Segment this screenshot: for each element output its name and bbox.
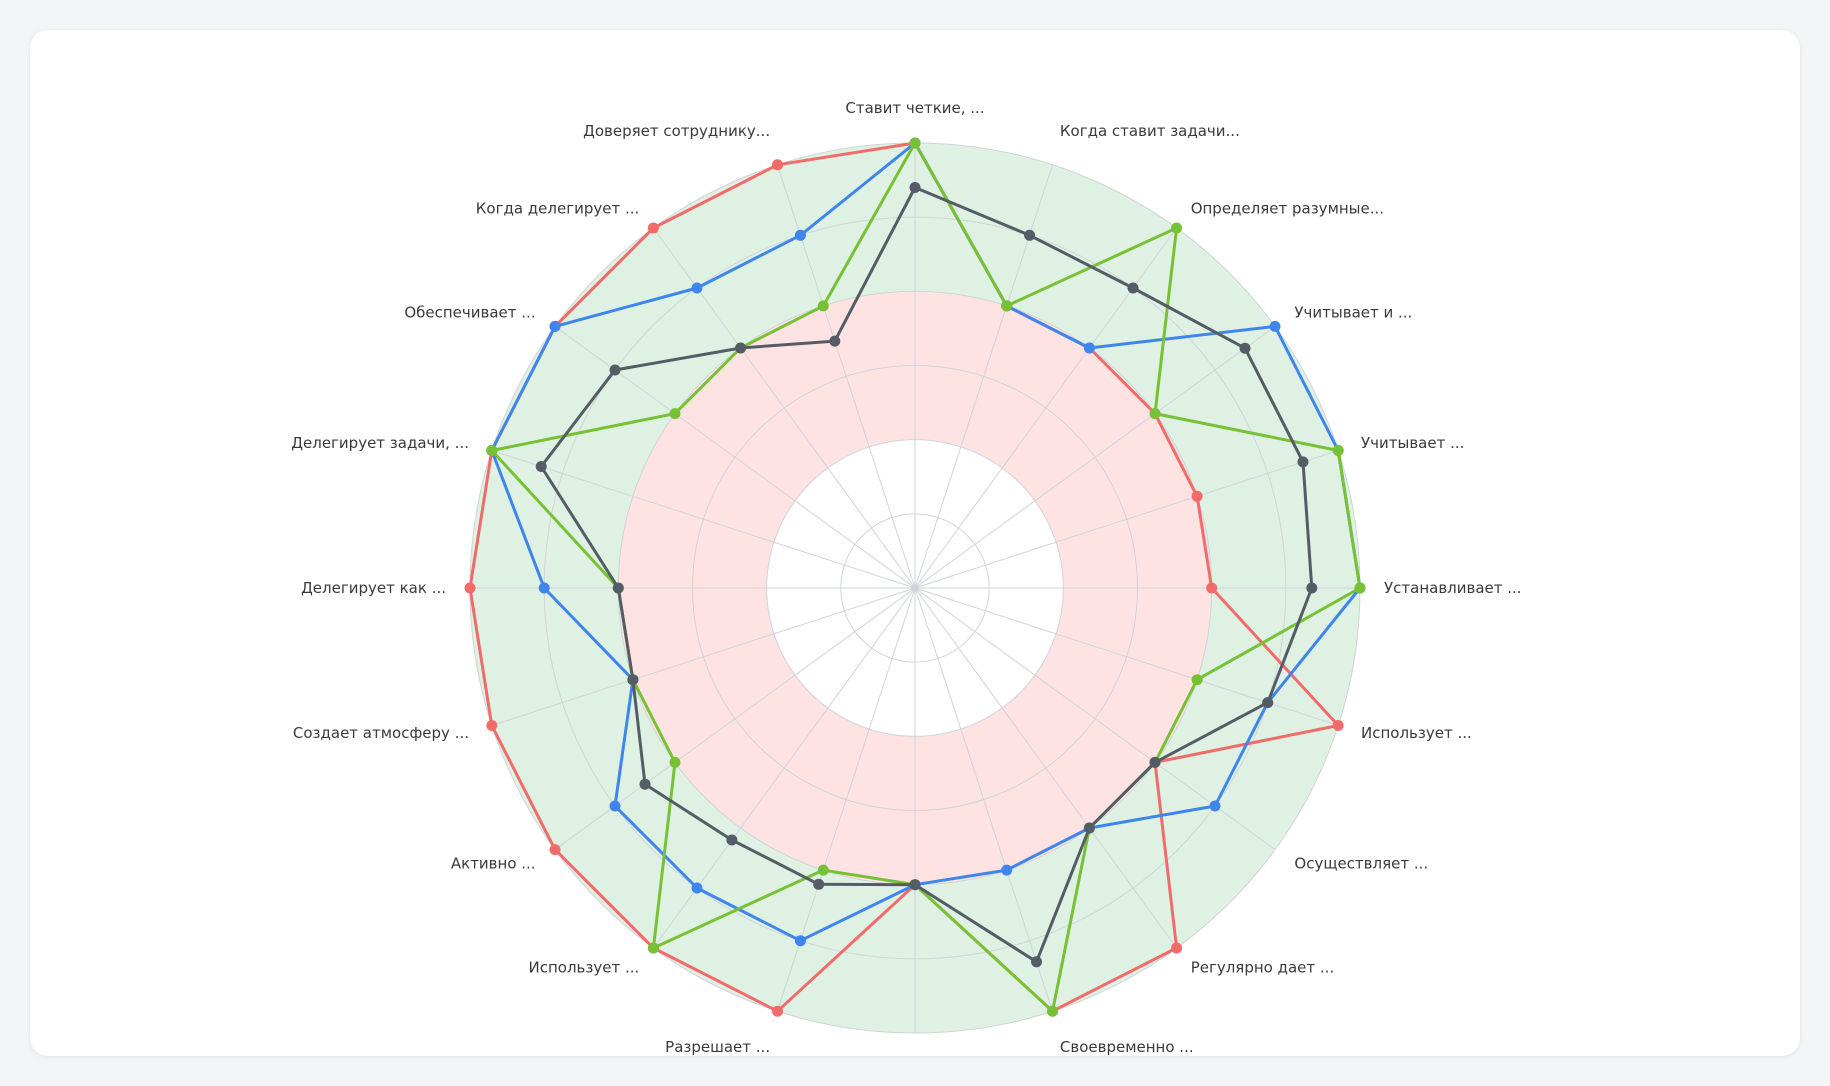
- series-point[interactable]: [538, 582, 550, 594]
- series-point[interactable]: [669, 756, 681, 768]
- series-point[interactable]: [1191, 490, 1203, 502]
- series-point[interactable]: [1297, 456, 1309, 468]
- series-point[interactable]: [1191, 674, 1203, 686]
- grid-spoke: [491, 587, 916, 726]
- axis-label: Когда делегирует ...: [476, 200, 640, 218]
- series-point[interactable]: [1031, 956, 1042, 968]
- series-point[interactable]: [829, 335, 841, 347]
- series-3: [535, 182, 1318, 968]
- series-point[interactable]: [909, 879, 921, 891]
- series-point[interactable]: [464, 582, 476, 594]
- grid-spoke: [914, 326, 1276, 589]
- radar-chart: Ставит четкие, ... Когда ставит задачи...…: [291, 99, 1521, 1056]
- series-point[interactable]: [817, 864, 829, 876]
- series-point[interactable]: [1001, 300, 1013, 312]
- series-point[interactable]: [817, 300, 829, 312]
- series-point[interactable]: [647, 942, 659, 954]
- series-point[interactable]: [627, 674, 639, 686]
- series-point[interactable]: [1149, 756, 1161, 768]
- grid-spoke: [491, 450, 916, 589]
- series-point[interactable]: [639, 778, 651, 790]
- axis-label: Разрешает ...: [665, 1038, 770, 1056]
- series-point[interactable]: [1083, 822, 1095, 834]
- series-point[interactable]: [549, 844, 561, 856]
- axis-label: Доверяет сотруднику...: [583, 122, 770, 140]
- series-point[interactable]: [549, 320, 561, 332]
- series-point[interactable]: [486, 720, 498, 731]
- series-point[interactable]: [691, 282, 703, 294]
- grid-spoke: [914, 587, 1177, 949]
- series-point[interactable]: [794, 935, 806, 947]
- series-point[interactable]: [1149, 408, 1161, 420]
- axis-label: Использует ...: [1361, 724, 1472, 742]
- axis-label: Когда ставит задачи...: [1060, 122, 1240, 140]
- series-point[interactable]: [1354, 582, 1366, 594]
- series-point[interactable]: [612, 582, 624, 594]
- series-point[interactable]: [1001, 864, 1013, 876]
- series-point[interactable]: [1127, 282, 1139, 294]
- series-point[interactable]: [609, 364, 621, 376]
- axis-label: Обеспечивает ...: [404, 303, 535, 321]
- series-point[interactable]: [735, 342, 747, 354]
- series-point[interactable]: [1332, 445, 1344, 456]
- series-point[interactable]: [909, 182, 921, 193]
- axis-label: Осуществляет ...: [1294, 855, 1428, 873]
- series-point[interactable]: [1269, 320, 1281, 332]
- axis-label: Создает атмосферу ...: [293, 724, 469, 742]
- grid-spoke: [914, 587, 1053, 1012]
- series-layer: [464, 137, 1366, 1017]
- series-point[interactable]: [813, 878, 825, 890]
- series-point[interactable]: [1209, 800, 1221, 812]
- axis-label: Активно ...: [451, 855, 536, 873]
- series-point[interactable]: [726, 834, 738, 846]
- axis-label: Учитывает ...: [1361, 434, 1464, 452]
- series-point[interactable]: [535, 461, 547, 472]
- series-point[interactable]: [691, 882, 703, 894]
- grid-spoke: [914, 450, 1339, 589]
- chart-card: Ставит четкие, ... Когда ставит задачи...…: [30, 30, 1800, 1056]
- series-point[interactable]: [772, 1005, 783, 1017]
- series-point[interactable]: [1332, 720, 1344, 731]
- series-point[interactable]: [486, 445, 498, 456]
- series-point[interactable]: [1239, 342, 1251, 354]
- series-point[interactable]: [1024, 229, 1036, 241]
- series-point[interactable]: [1206, 582, 1218, 594]
- series-point[interactable]: [1171, 222, 1183, 234]
- series-point[interactable]: [794, 229, 806, 241]
- series-point[interactable]: [647, 222, 659, 234]
- series-point[interactable]: [1306, 582, 1318, 594]
- series-point[interactable]: [1047, 1005, 1058, 1017]
- series-point[interactable]: [669, 408, 681, 420]
- axis-label: Делегирует задачи, ...: [291, 434, 469, 452]
- series-point[interactable]: [1083, 342, 1095, 354]
- series-point[interactable]: [909, 137, 921, 149]
- axis-label: Использует ...: [529, 958, 640, 976]
- axis-label: Своевременно ...: [1060, 1038, 1194, 1056]
- axis-label: Устанавливает ...: [1384, 579, 1522, 597]
- axis-label: Учитывает и ...: [1294, 303, 1412, 321]
- axis-label: Ставит четкие, ...: [845, 99, 984, 117]
- series-point[interactable]: [1171, 942, 1183, 954]
- axis-label: Делегирует как ...: [301, 579, 446, 597]
- series-point[interactable]: [1262, 697, 1274, 709]
- series-point[interactable]: [772, 159, 783, 171]
- series-point[interactable]: [609, 800, 621, 812]
- axis-label-layer: Ставит четкие, ... Когда ставит задачи...…: [291, 99, 1521, 1056]
- axis-label: Регулярно дает ...: [1191, 958, 1335, 976]
- axis-label: Определяет разумные...: [1191, 200, 1384, 218]
